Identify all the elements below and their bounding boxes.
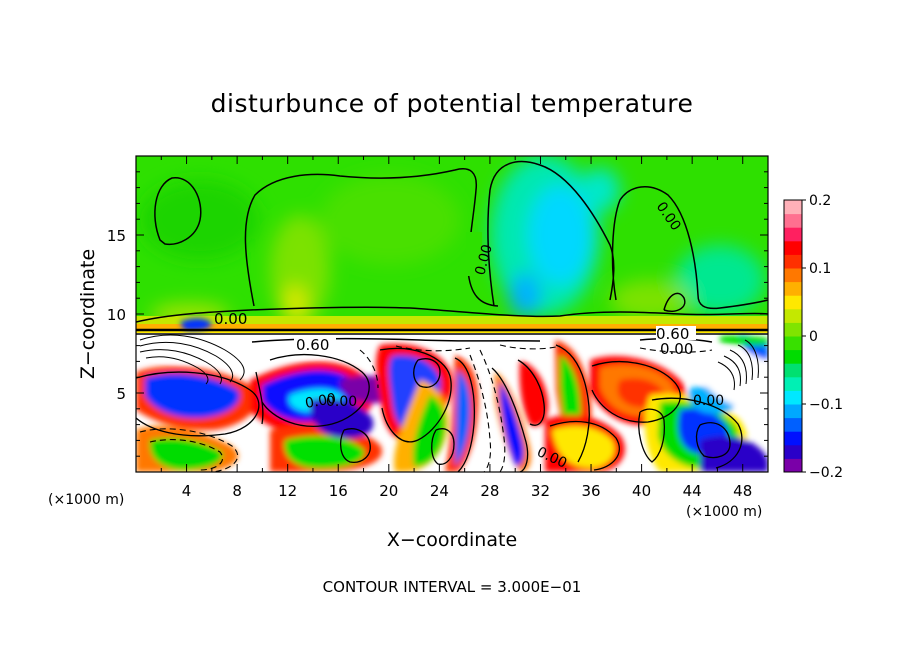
contour-label: 0.60 [656, 325, 689, 343]
colorbar-swatch [784, 349, 802, 364]
colorbar-swatch [784, 404, 802, 419]
x-tick-label: 12 [278, 482, 297, 500]
x-tick-label: 24 [430, 482, 449, 500]
colorbar-tick-label: 0 [809, 329, 818, 345]
contour-label: 0.00 [660, 340, 693, 358]
colorbar-swatch [784, 308, 802, 323]
x-tick-label: 4 [182, 482, 192, 500]
colorbar-swatch [784, 376, 802, 391]
x-axis: 4 8 12 16 20 24 28 32 36 40 44 48 [160, 156, 752, 500]
colorbar-swatch [784, 336, 802, 351]
colorbar-swatch [784, 444, 802, 459]
x-tick-label: 36 [581, 482, 600, 500]
colorbar-swatch [784, 268, 802, 283]
contour-label: 0.00 [472, 243, 496, 277]
colorbar: 0.2 0.1 0 −0.1 −0.2 [783, 193, 843, 481]
x-unit-right: (×1000 m) [686, 504, 762, 520]
contour-lines-lower [136, 344, 743, 472]
colorbar-tick-label: 0.2 [809, 193, 831, 209]
colorbar-swatch [784, 227, 802, 242]
x-tick-label: 16 [329, 482, 348, 500]
y-axis: 5 10 15 [107, 171, 768, 457]
plot-area: 0.00 0.00 0.00 0.60 0.60 0.00 0.00 0.00 … [136, 156, 768, 472]
colorbar-tick-label: −0.2 [809, 465, 843, 481]
chart-title: disturbunce of potential temperature [211, 89, 694, 118]
colorbar-swatch [784, 363, 802, 378]
contour-label: 0.00 [214, 310, 247, 328]
x-axis-label: X−coordinate [387, 529, 517, 551]
x-tick-label: 8 [232, 482, 242, 500]
colorbar-tick-label: −0.1 [809, 397, 843, 413]
colorbar-swatch [784, 322, 802, 337]
contour-label: 0.00 [326, 394, 357, 410]
y-axis-label: Z−coordinate [77, 249, 99, 379]
contour-lines-negative [139, 344, 713, 472]
x-tick-label: 28 [480, 482, 499, 500]
colorbar-swatch [784, 281, 802, 296]
colorbar-tick-label: 0.1 [809, 261, 831, 277]
colorbar-swatch [784, 254, 802, 269]
colorbar-swatch [784, 295, 802, 310]
contour-lines-dense [139, 334, 759, 391]
y-tick-label: 10 [107, 306, 126, 324]
y-tick-label: 5 [116, 385, 126, 403]
x-tick-label: 20 [379, 482, 398, 500]
y-tick-label: 15 [107, 227, 126, 245]
colorbar-swatch [784, 431, 802, 446]
x-unit-left: (×1000 m) [48, 492, 124, 508]
colorbar-swatch [784, 390, 802, 405]
colorbar-swatch [784, 417, 802, 432]
inversion-band-hot [136, 324, 768, 330]
colorbar-swatch [784, 200, 802, 215]
contour-label: 0.00 [304, 391, 337, 412]
x-tick-label: 44 [683, 482, 702, 500]
x-tick-label: 48 [733, 482, 752, 500]
x-tick-label: 32 [531, 482, 550, 500]
inversion-band-warm [136, 316, 768, 326]
colorbar-swatch [784, 458, 802, 473]
contour-label: 0.60 [296, 336, 329, 354]
colorbar-swatch [784, 213, 802, 228]
contour-interval-footer: CONTOUR INTERVAL = 3.000E−01 [323, 578, 582, 596]
x-tick-label: 40 [632, 482, 651, 500]
contour-label: 0.00 [693, 393, 724, 409]
colorbar-swatch [784, 240, 802, 255]
